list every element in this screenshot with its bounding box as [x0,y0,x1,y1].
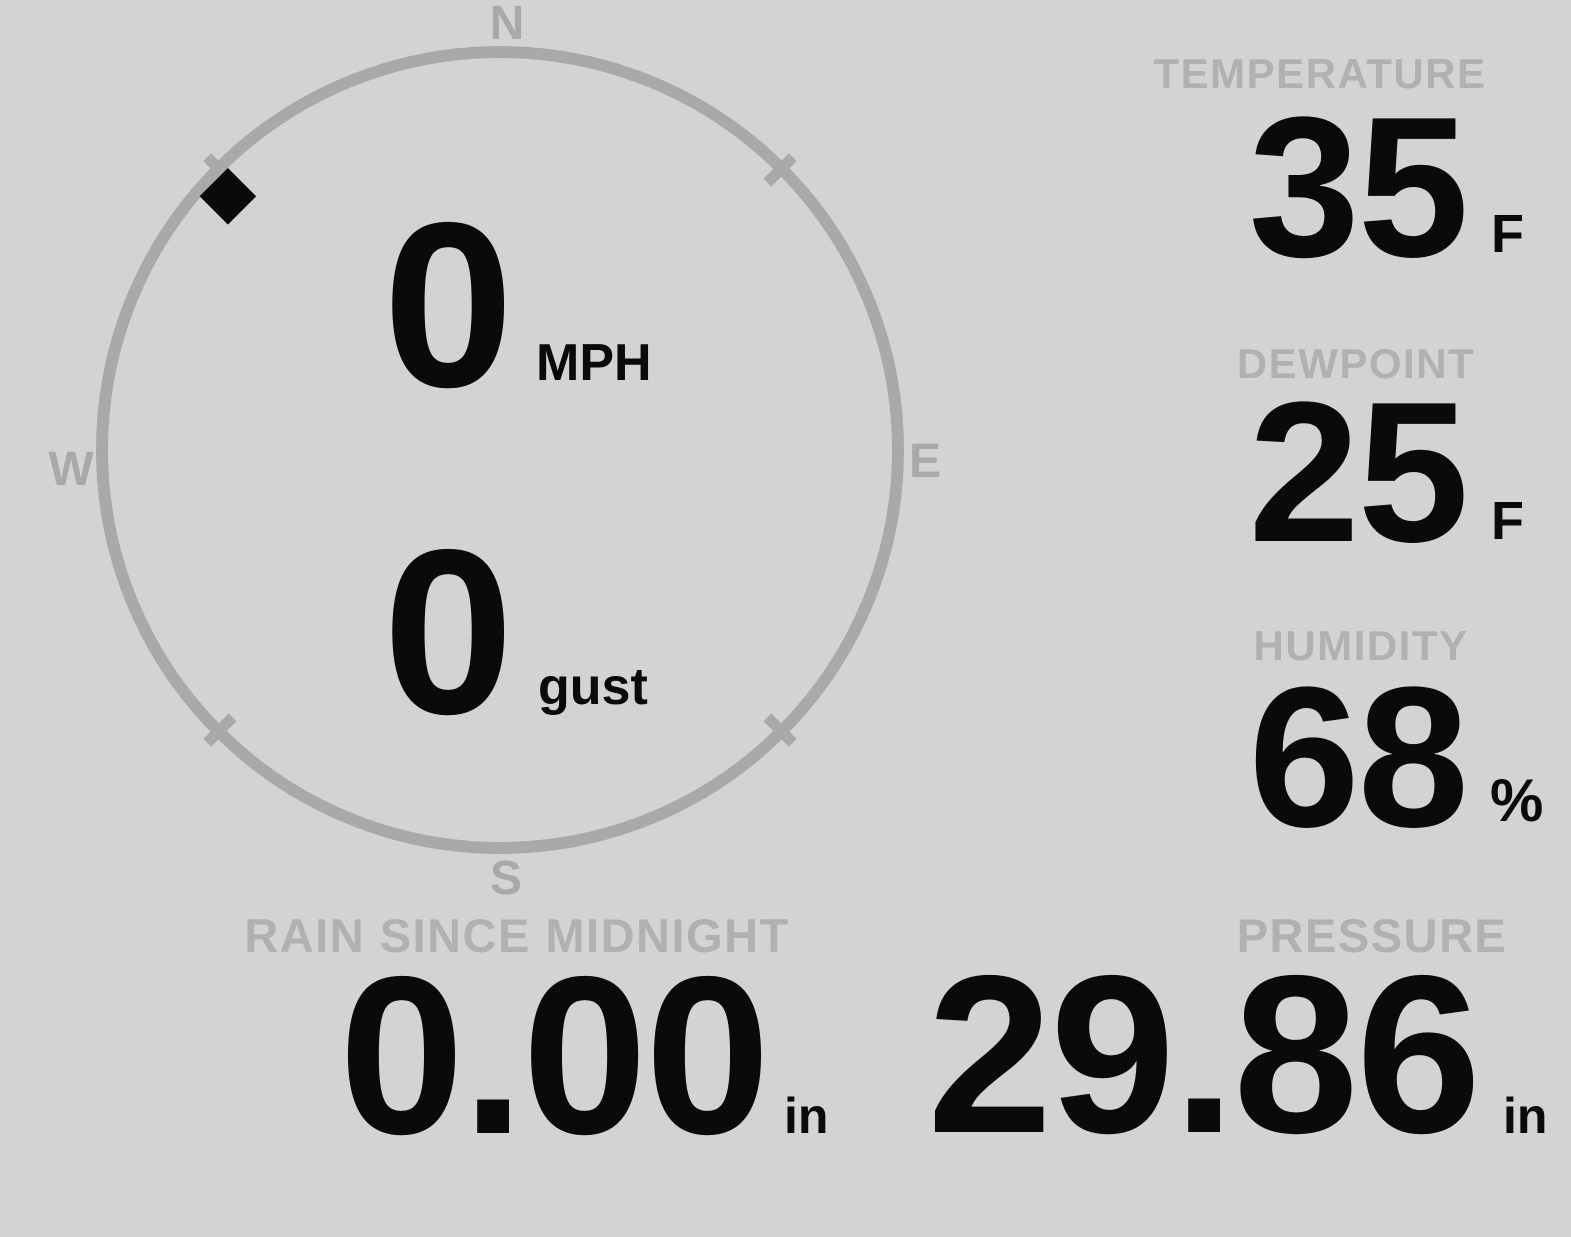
dewpoint-label: DEWPOINT [1236,340,1476,387]
wind-gust-unit: gust [538,658,648,716]
compass-tick-se-icon [763,713,797,747]
temperature-unit: F [1491,204,1524,264]
humidity-label: HUMIDITY [1253,622,1469,669]
humidity-value: 68 [1248,646,1469,869]
compass-tick-nw-icon [203,153,237,187]
wind-direction-marker-icon [199,168,257,225]
wind-speed-unit: MPH [536,334,652,392]
compass-label-north: N [489,0,525,50]
compass-label-west: W [48,443,94,496]
pressure-unit: in [1503,1088,1548,1144]
dewpoint-value: 25 [1248,361,1469,584]
wind-gust-value: 0 [383,500,514,763]
rain-unit: in [784,1088,829,1144]
dewpoint-unit: F [1491,491,1524,551]
wind-speed-value: 0 [383,173,514,436]
compass-label-east: E [908,435,942,488]
pressure-value: 29.86 [927,928,1481,1180]
rain-value: 0.00 [339,929,770,1181]
rain-label: RAIN SINCE MIDNIGHT [244,909,790,962]
compass-tick-sw-icon [203,713,237,747]
temperature-label: TEMPERATURE [1153,50,1487,97]
compass-label-south: S [489,852,523,905]
temperature-value: 35 [1248,76,1469,299]
humidity-unit: % [1490,767,1544,834]
pressure-label: PRESSURE [1236,909,1508,962]
compass-tick-ne-icon [763,153,797,187]
